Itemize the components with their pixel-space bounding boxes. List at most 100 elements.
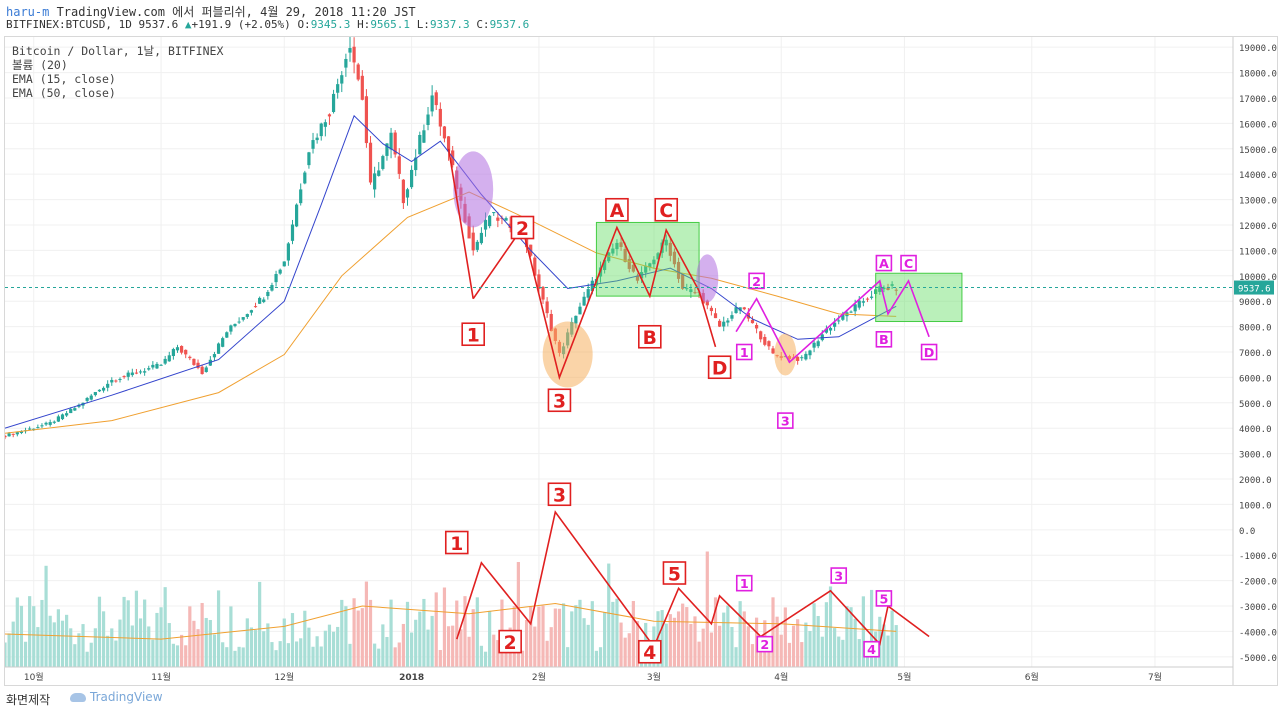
volume-bar	[442, 587, 447, 667]
candle-down	[360, 75, 364, 100]
volume-bar	[32, 606, 36, 667]
volume-bar	[561, 603, 566, 667]
candle-up	[574, 315, 578, 324]
volume-bar	[188, 606, 192, 667]
candle-up	[331, 93, 336, 113]
wave-label-red: 3	[553, 486, 566, 507]
volume-bar	[89, 642, 93, 667]
header: haru-m TradingView.com 에서 퍼블리쉬, 4월 29, 2…	[0, 0, 1280, 36]
volume-bar	[738, 601, 742, 667]
chart-area[interactable]: 2 1 3 A B C D 1 2 3 4 5 A C B D 1 2 3 1 2 3 4 5 19000.0 18000.0 17…	[4, 36, 1278, 686]
volume-bar	[582, 618, 586, 667]
volume-bar	[886, 635, 890, 667]
volume-bar	[849, 607, 853, 667]
wave-label-magenta: C	[904, 257, 913, 272]
volume-bar	[208, 619, 212, 667]
volume-bar	[118, 619, 122, 667]
price-tick-label: 7000.0	[1239, 349, 1272, 359]
volume-bar	[705, 551, 709, 667]
wave-label-red: 1	[450, 534, 463, 555]
volume-bar	[426, 629, 430, 667]
candle-up	[644, 265, 648, 273]
symbol: BITFINEX:BTCUSD, 1D	[6, 18, 132, 31]
candle-down	[619, 242, 623, 247]
price-tick-label: 1000.0	[1239, 501, 1272, 511]
candle-up	[167, 355, 171, 362]
candle-up	[155, 363, 159, 369]
candle-up	[175, 347, 180, 351]
volume-bar	[294, 641, 299, 667]
wave-label-red-box	[707, 355, 732, 380]
volume-bar	[446, 626, 451, 667]
volume-bar	[557, 608, 562, 667]
volume-bar	[709, 632, 714, 667]
candle-down	[114, 380, 118, 382]
volume-bar	[451, 625, 455, 667]
volume-bar	[804, 622, 808, 667]
volume-bar	[286, 643, 290, 667]
volume-bar	[229, 606, 233, 667]
volume-bar	[155, 612, 159, 667]
candle-up	[504, 218, 508, 221]
volume-bar	[467, 636, 471, 667]
volume-bar	[270, 642, 274, 667]
wave-label-magenta-box	[735, 343, 753, 361]
candle-up	[101, 387, 106, 391]
volume-bar	[130, 625, 134, 667]
author-link[interactable]: haru-m	[6, 5, 50, 19]
volume-bar	[11, 621, 15, 667]
candle-up	[233, 323, 237, 327]
wave-label-magenta-box	[756, 635, 774, 653]
candle-up	[582, 296, 586, 306]
wave-label-magenta-box	[735, 574, 753, 592]
price-tick-label: 6000.0	[1239, 374, 1272, 384]
volume-bar	[697, 641, 701, 667]
candle-down	[368, 142, 373, 183]
legend-volume: 볼륨 (20)	[12, 58, 68, 72]
candle-up	[853, 304, 857, 312]
volume-bar	[603, 612, 607, 667]
volume-bar	[327, 624, 332, 667]
candle-down	[771, 348, 775, 354]
candle-down	[184, 349, 188, 355]
volume-bar	[746, 626, 750, 667]
candle-down	[467, 216, 471, 239]
candle-down	[393, 132, 397, 155]
volume-bar	[7, 633, 11, 667]
candle-up	[212, 354, 217, 358]
time-tick-label: 2월	[532, 671, 546, 683]
candle-up	[171, 349, 175, 357]
wave-label-red: D	[712, 359, 728, 380]
volume-bar	[861, 596, 865, 667]
candle-up	[151, 364, 155, 368]
volume-bar	[812, 603, 816, 667]
volume-bar	[791, 625, 796, 667]
ema50-line	[5, 191, 897, 434]
volume-bar	[401, 623, 405, 667]
volume-bar	[611, 601, 615, 667]
volume-bar	[48, 615, 52, 667]
candle-up	[488, 215, 492, 227]
tradingview-logo[interactable]: TradingView	[70, 690, 163, 704]
volume-bar	[837, 636, 841, 667]
high-value: 9565.1	[370, 18, 411, 31]
candle-up	[430, 95, 434, 112]
volume-bar	[656, 611, 660, 667]
candle-up	[816, 341, 820, 347]
candle-down	[364, 96, 369, 144]
volume-bar	[315, 636, 319, 667]
candle-down	[134, 372, 139, 374]
candle-up	[344, 58, 348, 68]
price-tick-label: 8000.0	[1239, 324, 1272, 334]
volume-bar	[841, 639, 845, 667]
volume-bar	[69, 628, 73, 667]
volume-bar	[147, 626, 151, 667]
wave-label-magenta: 3	[834, 569, 843, 584]
legend-ema15: EMA (15, close)	[12, 72, 116, 86]
candle-up	[241, 317, 245, 320]
volume-bar	[409, 632, 414, 667]
volume-bar	[225, 647, 229, 667]
candle-up	[245, 314, 249, 317]
candle-up	[48, 422, 52, 425]
